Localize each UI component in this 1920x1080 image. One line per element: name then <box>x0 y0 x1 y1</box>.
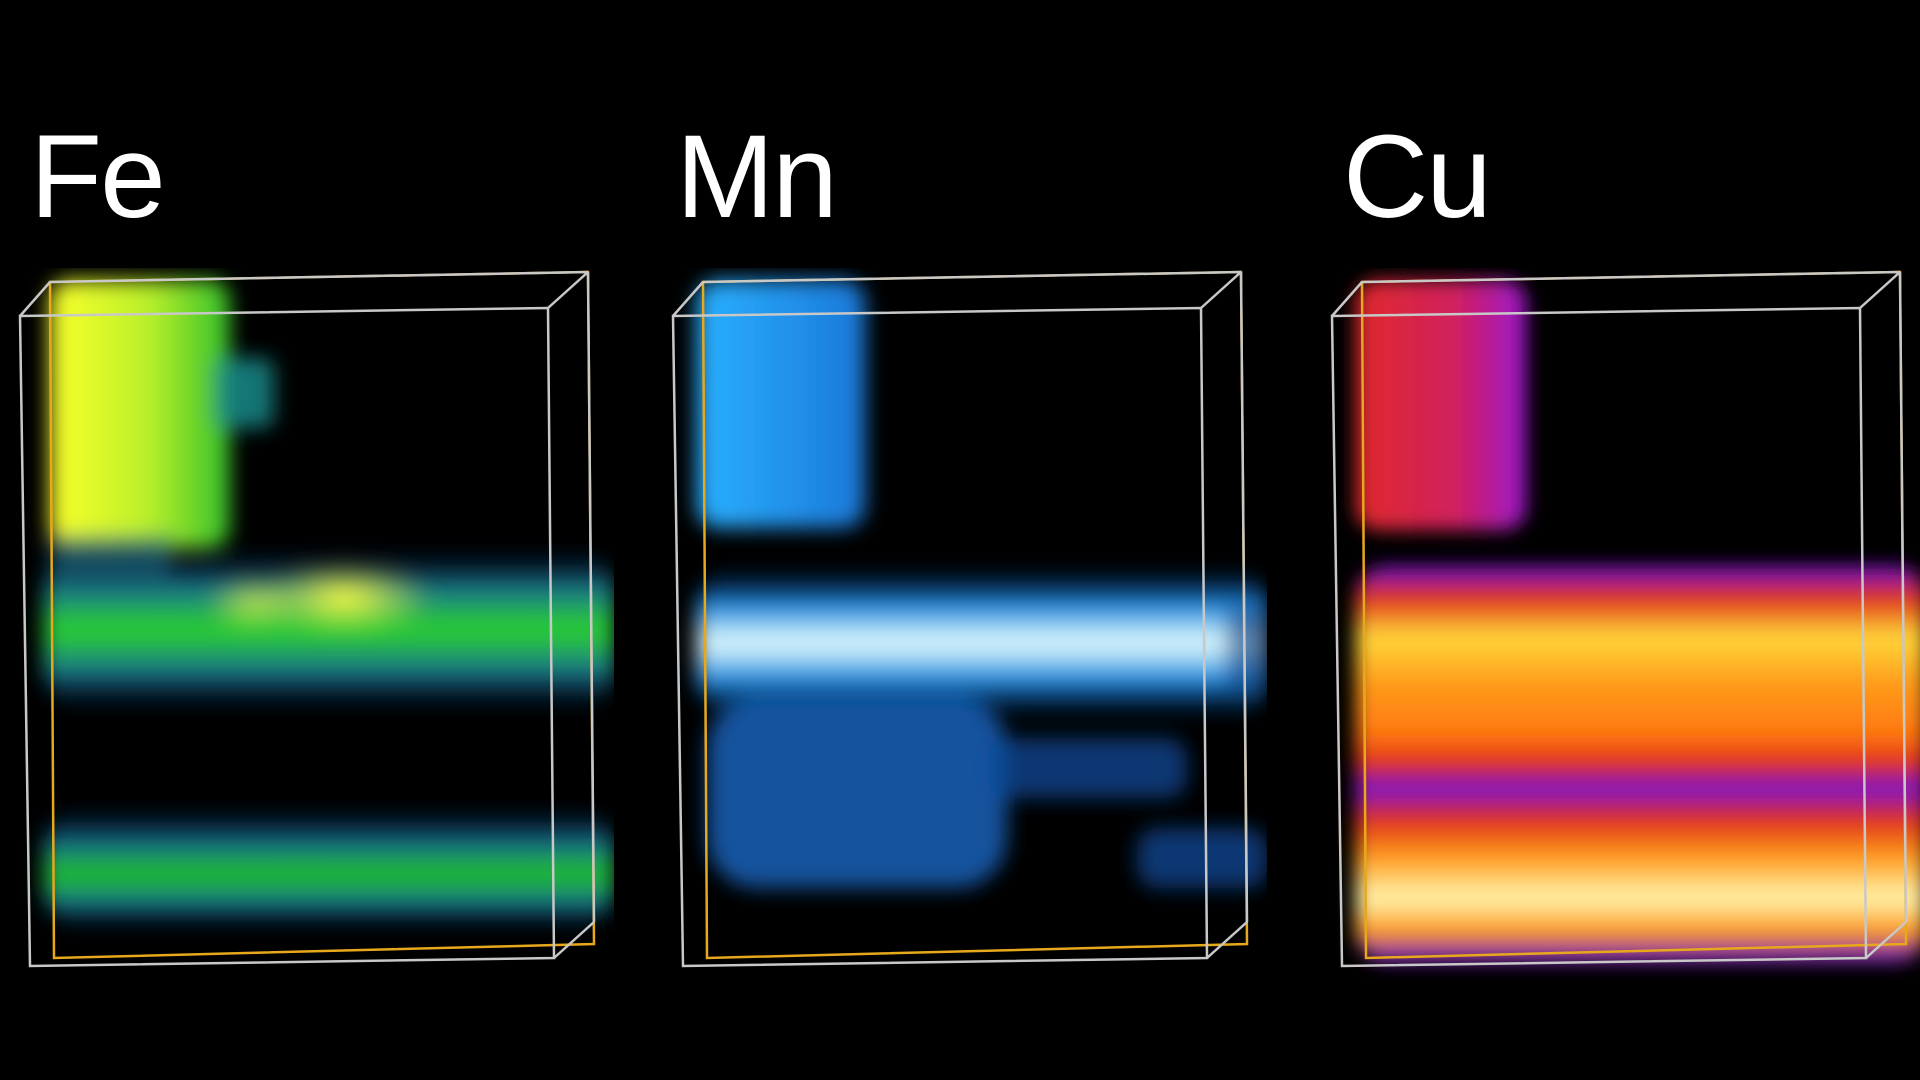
cu-label: Cu <box>1343 111 1492 243</box>
cu-upper-blob <box>1356 280 1526 530</box>
fe-volume-render <box>18 270 614 968</box>
mn-volume-render <box>671 270 1267 968</box>
fe-volume-panel <box>14 268 614 980</box>
mn-upper-blob <box>697 280 865 528</box>
fe-upper-blob <box>50 280 230 548</box>
mn-volume-panel <box>667 268 1267 980</box>
fe-side-blob <box>214 358 274 428</box>
cu-volume-render <box>1330 270 1920 968</box>
fe-hotspot <box>254 562 434 634</box>
cu-bands <box>1356 566 1920 962</box>
mn-lower-mass <box>707 698 1007 888</box>
mn-label: Mn <box>676 111 838 243</box>
cu-volume-panel <box>1326 268 1920 980</box>
fe-label: Fe <box>30 111 166 243</box>
fe-lower-band <box>44 808 614 928</box>
mn-middle-band <box>697 568 1267 718</box>
